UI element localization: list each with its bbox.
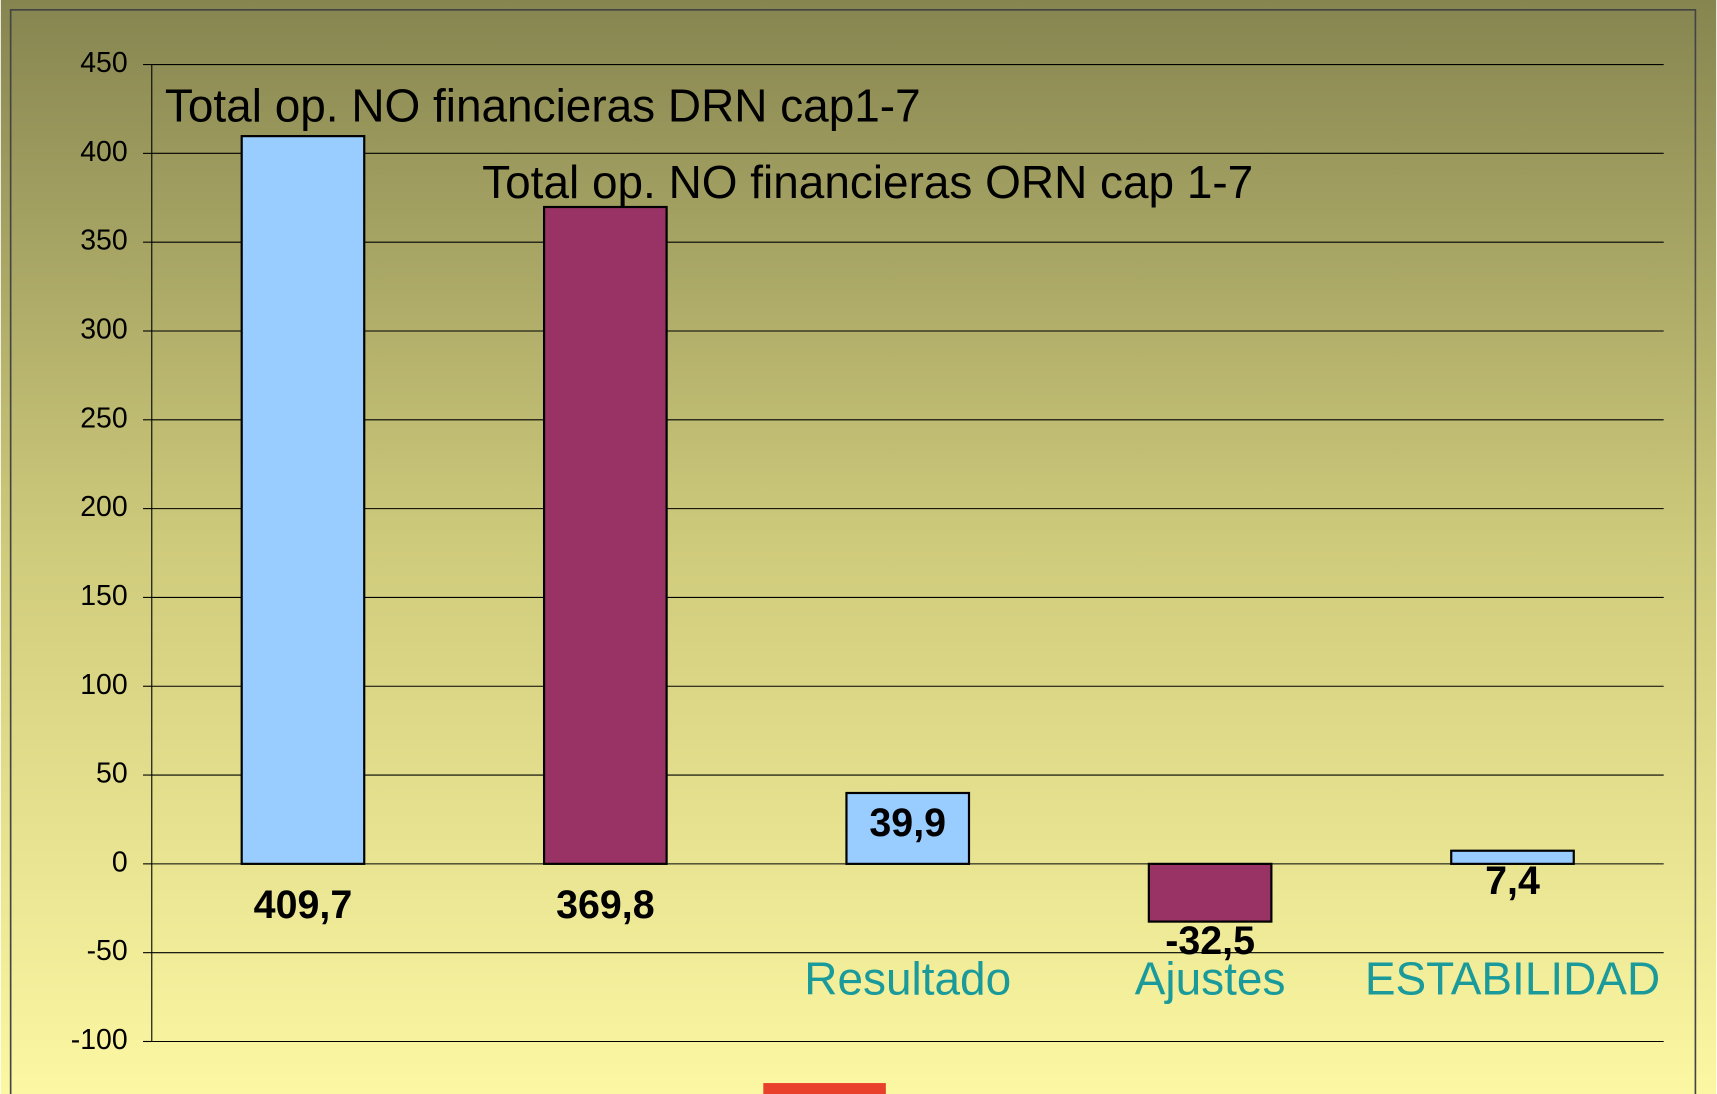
y-tick-label: 100: [80, 669, 127, 701]
y-tick-label: 350: [80, 225, 127, 257]
value-label: 409,7: [254, 883, 353, 927]
bar: [240, 135, 366, 865]
value-label: 369,8: [556, 883, 655, 927]
y-tick-label: 200: [80, 491, 127, 523]
y-tick-label: 300: [80, 314, 127, 346]
frame: [9, 9, 1697, 1094]
category-label: Total op. NO financieras DRN cap1-7: [165, 80, 921, 132]
bar: [845, 791, 971, 865]
value-label: -32,5: [1165, 919, 1255, 963]
bar: [1450, 849, 1575, 865]
y-tick-label: 250: [80, 402, 127, 434]
bar: [542, 205, 668, 865]
y-tick-label: 450: [80, 47, 127, 79]
category-label: ESTABILIDAD: [1365, 953, 1660, 1005]
y-tick-label: 150: [80, 580, 127, 612]
y-tick-label: -50: [87, 935, 128, 967]
y-tick-label: 50: [96, 758, 128, 790]
value-label: 7,4: [1485, 859, 1540, 903]
y-tick-label: 0: [112, 846, 128, 878]
bar: [1147, 862, 1273, 923]
decoration: [763, 1083, 886, 1094]
category-label: Ajustes: [1135, 953, 1286, 1005]
category-label: Resultado: [804, 953, 1011, 1005]
y-tick-label: -100: [71, 1024, 128, 1056]
y-tick-label: 400: [80, 136, 127, 168]
value-label: 39,9: [869, 801, 946, 845]
category-label: Total op. NO financieras ORN cap 1-7: [482, 156, 1253, 208]
